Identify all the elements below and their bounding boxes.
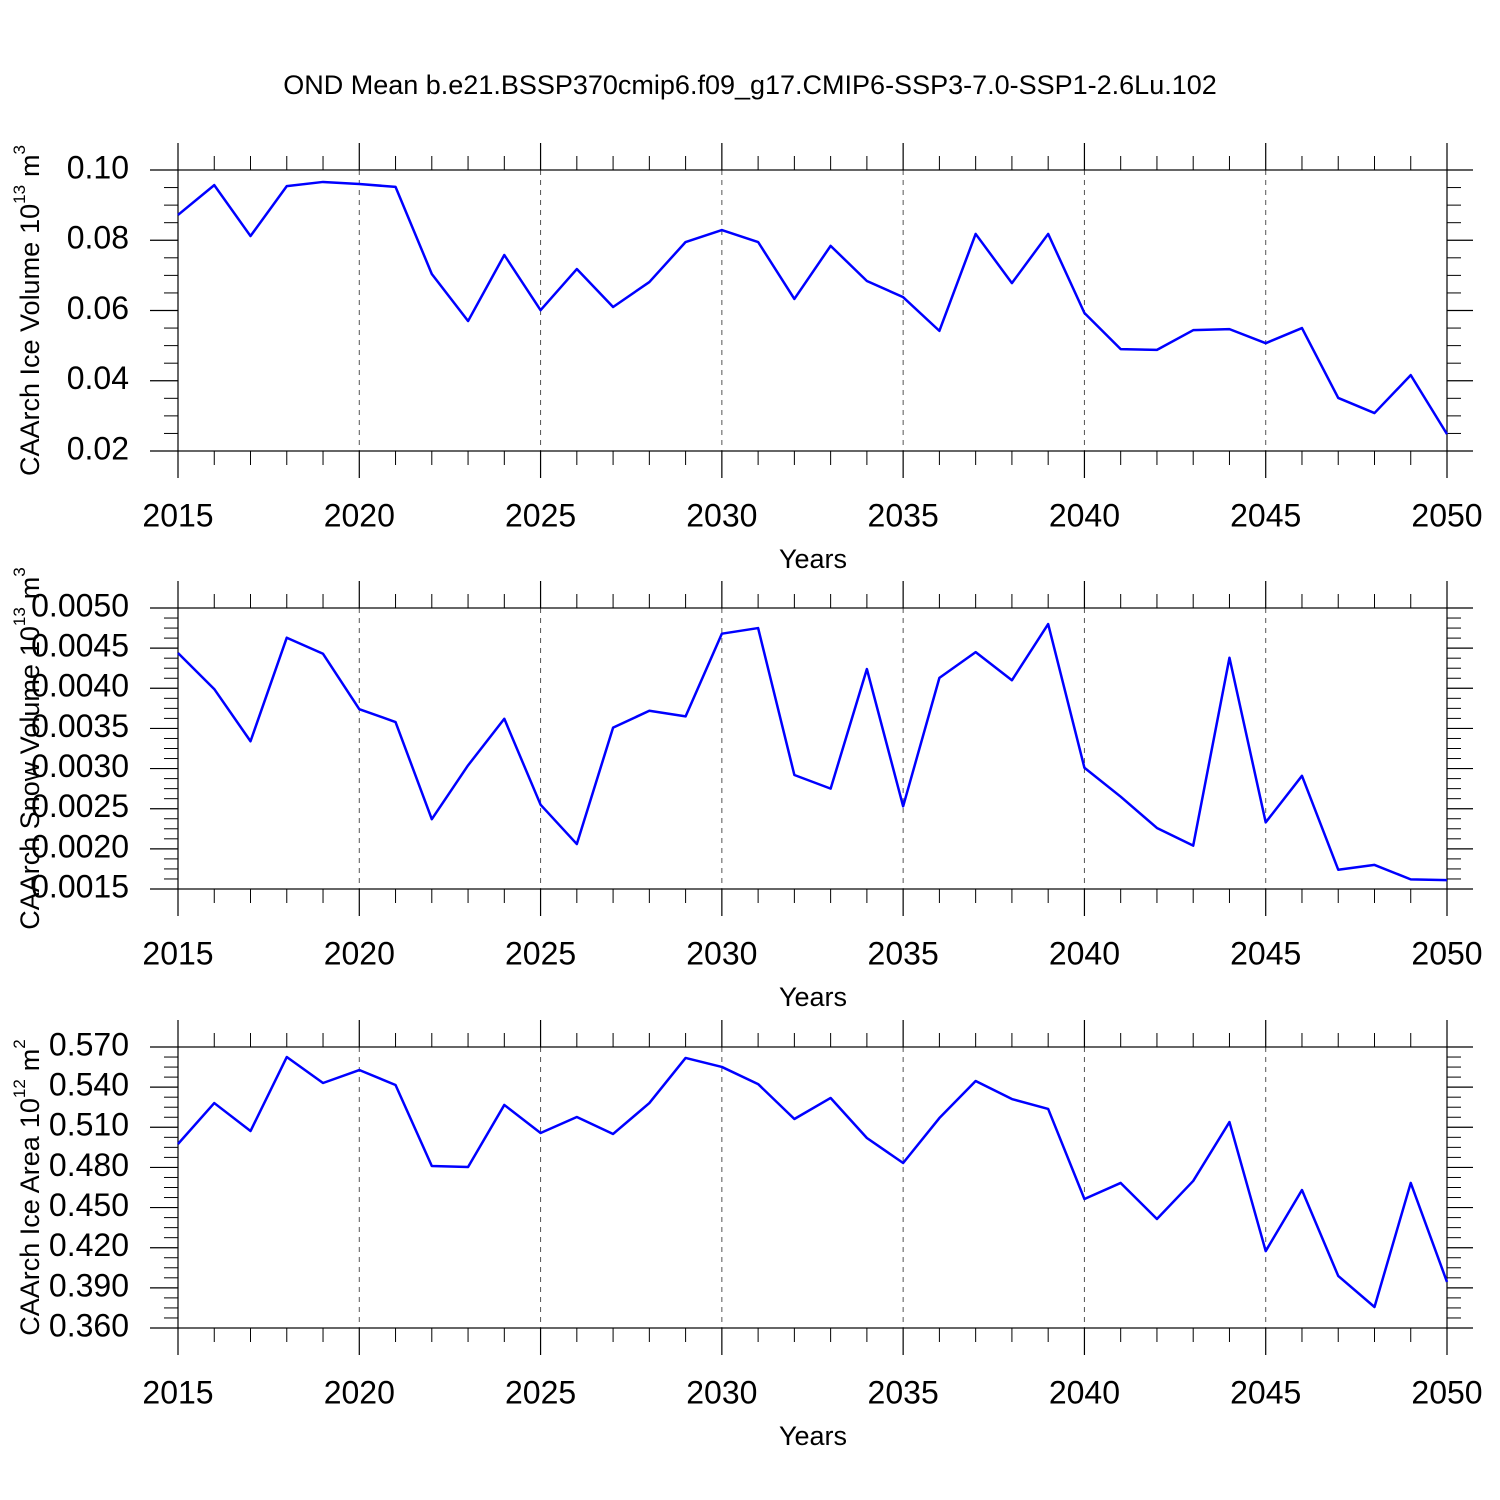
x-axis-label: Years (779, 982, 847, 1012)
y-label-scale: 10 (15, 204, 45, 234)
y-tick-label: 0.0025 (31, 788, 129, 824)
y-tick-label: 0.0020 (31, 828, 129, 864)
x-tick-label: 2020 (324, 935, 395, 971)
x-axis-label: Years (779, 1421, 847, 1451)
y-tick-label: 0.0045 (31, 628, 129, 664)
y-label-unit-exponent: 3 (10, 567, 29, 576)
x-tick-label: 2035 (868, 1374, 939, 1410)
x-tick-label: 2015 (142, 935, 213, 971)
y-tick-label: 0.08 (67, 220, 129, 256)
y-tick-label: 0.570 (49, 1026, 129, 1062)
y-label-scale-exponent: 12 (10, 1079, 29, 1098)
x-tick-label: 2015 (142, 1374, 213, 1410)
y-tick-label: 0.04 (67, 360, 129, 396)
panel: 2015 2020 2025 2030 2035 2040 2045 2050 0.0015 0.… (10, 567, 1482, 1012)
x-tick-label: 2045 (1230, 935, 1301, 971)
y-tick-label: 0.0040 (31, 668, 129, 704)
x-tick-label: 2050 (1411, 497, 1482, 533)
data-line (177, 180, 1449, 435)
y-tick-label: 0.10 (67, 149, 129, 185)
data-line (177, 622, 1448, 882)
y-tick-label: 0.450 (49, 1187, 129, 1223)
panel: 2015 2020 2025 2030 2035 2040 2045 2050 0.02 0.04… (10, 143, 1483, 574)
x-tick-label: 2040 (1049, 497, 1120, 533)
y-tick-label: 0.360 (49, 1307, 129, 1343)
y-label-scale-exponent: 13 (10, 607, 29, 626)
y-tick-label: 0.510 (49, 1107, 129, 1143)
x-tick-label: 2030 (686, 935, 757, 971)
y-label-unit: m (15, 1049, 45, 1072)
y-label-name: CAArch Snow Volume (15, 664, 45, 930)
y-label-name: CAArch Ice Volume (15, 242, 45, 476)
panel: 2015 2020 2025 2030 2035 2040 2045 2050 0.360 0.3… (10, 1020, 1483, 1451)
y-axis-label: CAArch Snow Volume 1013 m3 (10, 567, 45, 930)
y-tick-label: 0.420 (49, 1227, 129, 1263)
x-tick-label: 2030 (686, 1374, 757, 1410)
y-tick-label: 0.02 (67, 430, 129, 466)
y-tick-label: 0.390 (49, 1267, 129, 1303)
y-label-unit-exponent: 3 (10, 145, 29, 154)
y-tick-label: 0.0015 (31, 868, 129, 904)
x-tick-label: 2015 (142, 497, 213, 533)
y-label-unit: m (15, 577, 45, 600)
x-tick-label: 2050 (1411, 1374, 1482, 1410)
y-label-scale-exponent: 13 (10, 185, 29, 204)
x-tick-label: 2020 (324, 1374, 395, 1410)
x-tick-label: 2030 (686, 497, 757, 533)
plot-frame (177, 1046, 1448, 1329)
y-label-scale: 10 (15, 1098, 45, 1128)
x-tick-label: 2025 (505, 1374, 576, 1410)
plot-frame (177, 169, 1448, 452)
x-tick-label: 2035 (868, 935, 939, 971)
x-axis-label: Years (779, 544, 847, 574)
y-tick-label: 0.0050 (31, 587, 129, 623)
plot-frame (177, 607, 1448, 890)
x-tick-label: 2040 (1049, 935, 1120, 971)
y-tick-label: 0.480 (49, 1147, 129, 1183)
figure-title: OND Mean b.e21.BSSP370cmip6.f09_g17.CMIP… (283, 70, 1217, 100)
y-axis-label: CAArch Ice Area 1012 m2 (10, 1039, 45, 1336)
x-tick-label: 2050 (1411, 935, 1482, 971)
y-tick-label: 0.0030 (31, 748, 129, 784)
x-tick-label: 2025 (505, 497, 576, 533)
x-tick-label: 2020 (324, 497, 395, 533)
data-line (177, 1055, 1449, 1309)
y-label-unit: m (15, 154, 45, 177)
y-tick-label: 0.06 (67, 290, 129, 326)
x-tick-label: 2045 (1230, 1374, 1301, 1410)
x-tick-label: 2025 (505, 935, 576, 971)
x-tick-label: 2035 (868, 497, 939, 533)
x-tick-label: 2045 (1230, 497, 1301, 533)
y-label-unit-exponent: 2 (10, 1039, 29, 1048)
x-tick-label: 2040 (1049, 1374, 1120, 1410)
y-tick-label: 0.0035 (31, 708, 129, 744)
y-label-scale: 10 (15, 626, 45, 656)
y-tick-label: 0.540 (49, 1067, 129, 1103)
y-axis-label: CAArch Ice Volume 1013 m3 (10, 145, 45, 476)
y-label-name: CAArch Ice Area (15, 1135, 45, 1336)
